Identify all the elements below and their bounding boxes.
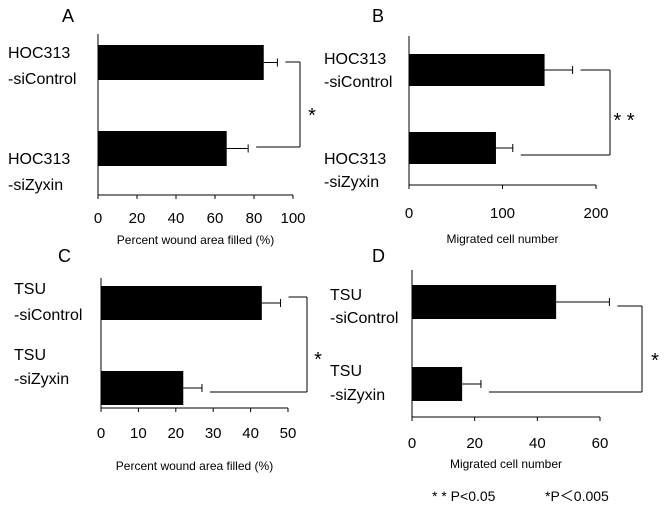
panel-a-tick-label: 0 — [94, 210, 102, 227]
panel-d-category-label: TSU — [330, 363, 362, 380]
panel-c-tick-label: 0 — [97, 425, 105, 442]
panel-a-tick-label: 60 — [207, 210, 224, 227]
panel-b-tick-label: 0 — [405, 205, 413, 222]
panel-d-tick-label: 0 — [408, 435, 416, 452]
panel-c-category-label: TSU — [14, 347, 46, 364]
panel-c-tick-label: 20 — [167, 425, 184, 442]
panel-d-letter: D — [372, 246, 385, 266]
panel-c-x-label: Percent wound area filled (%) — [116, 459, 273, 473]
panel-b-significance-star: * * — [613, 110, 634, 132]
panel-a-category-label: -siZyxin — [8, 177, 63, 194]
panel-d-category-label: TSU — [330, 287, 362, 304]
panel-d-bar-2 — [412, 367, 463, 401]
legend-double-star: * * P<0.05 — [432, 488, 496, 504]
panel-b-bar-2 — [409, 132, 496, 164]
panel-c-tick-label: 10 — [130, 425, 147, 442]
panel-c-category-label: -siZyxin — [14, 371, 69, 388]
panel-a-tick-label: 80 — [246, 210, 263, 227]
panel-a-significance-star: * — [308, 105, 316, 127]
panel-c-bar-2 — [101, 371, 184, 405]
panel-d-tick-label: 20 — [466, 435, 483, 452]
panel-c-bar-1 — [101, 286, 262, 320]
panel-b-category-label: HOC313 — [324, 51, 386, 68]
panel-b-category-label: -siControl — [324, 74, 392, 91]
panel-b-letter: B — [372, 6, 384, 26]
panel-c-category-label: -siControl — [14, 307, 82, 324]
panel-a-bar-2 — [98, 131, 227, 166]
panel-b-category-label: -siZyxin — [324, 174, 379, 191]
panel-b-tick-label: 200 — [583, 205, 608, 222]
panel-b-x-label: Migrated cell number — [446, 232, 558, 246]
panel-c-significance-star: * — [314, 349, 322, 371]
panel-a-tick-label: 40 — [168, 210, 185, 227]
panel-a-category-label: -siControl — [8, 71, 76, 88]
panel-d-category-label: -siControl — [330, 310, 398, 327]
panel-a-tick-label: 100 — [280, 210, 305, 227]
panel-c-tick-label: 30 — [205, 425, 222, 442]
panel-c-tick-label: 50 — [280, 425, 297, 442]
panel-a-category-label: HOC313 — [8, 151, 70, 168]
legend-single-star: *P＜0.005 — [545, 488, 609, 504]
panel-d-tick-label: 60 — [592, 435, 609, 452]
panel-a-category-label: HOC313 — [8, 45, 70, 62]
panel-b-tick-label: 100 — [490, 205, 515, 222]
panel-d-x-label: Migrated cell number — [450, 457, 562, 471]
panel-a-letter: A — [62, 6, 74, 26]
panel-d-tick-label: 40 — [529, 435, 546, 452]
panel-a-tick-label: 20 — [129, 210, 146, 227]
panel-c-letter: C — [58, 246, 71, 266]
panel-c-category-label: TSU — [14, 281, 46, 298]
panel-b-bar-1 — [409, 54, 545, 86]
panel-a-x-label: Percent wound area filled (%) — [117, 233, 274, 247]
panel-d-category-label: -siZyxin — [330, 387, 385, 404]
panel-c-tick-label: 40 — [242, 425, 259, 442]
panel-a-bar-1 — [98, 45, 264, 80]
panel-d-bar-1 — [412, 285, 557, 319]
panel-b-category-label: HOC313 — [324, 151, 386, 168]
panel-d-significance-star: * — [651, 350, 659, 372]
